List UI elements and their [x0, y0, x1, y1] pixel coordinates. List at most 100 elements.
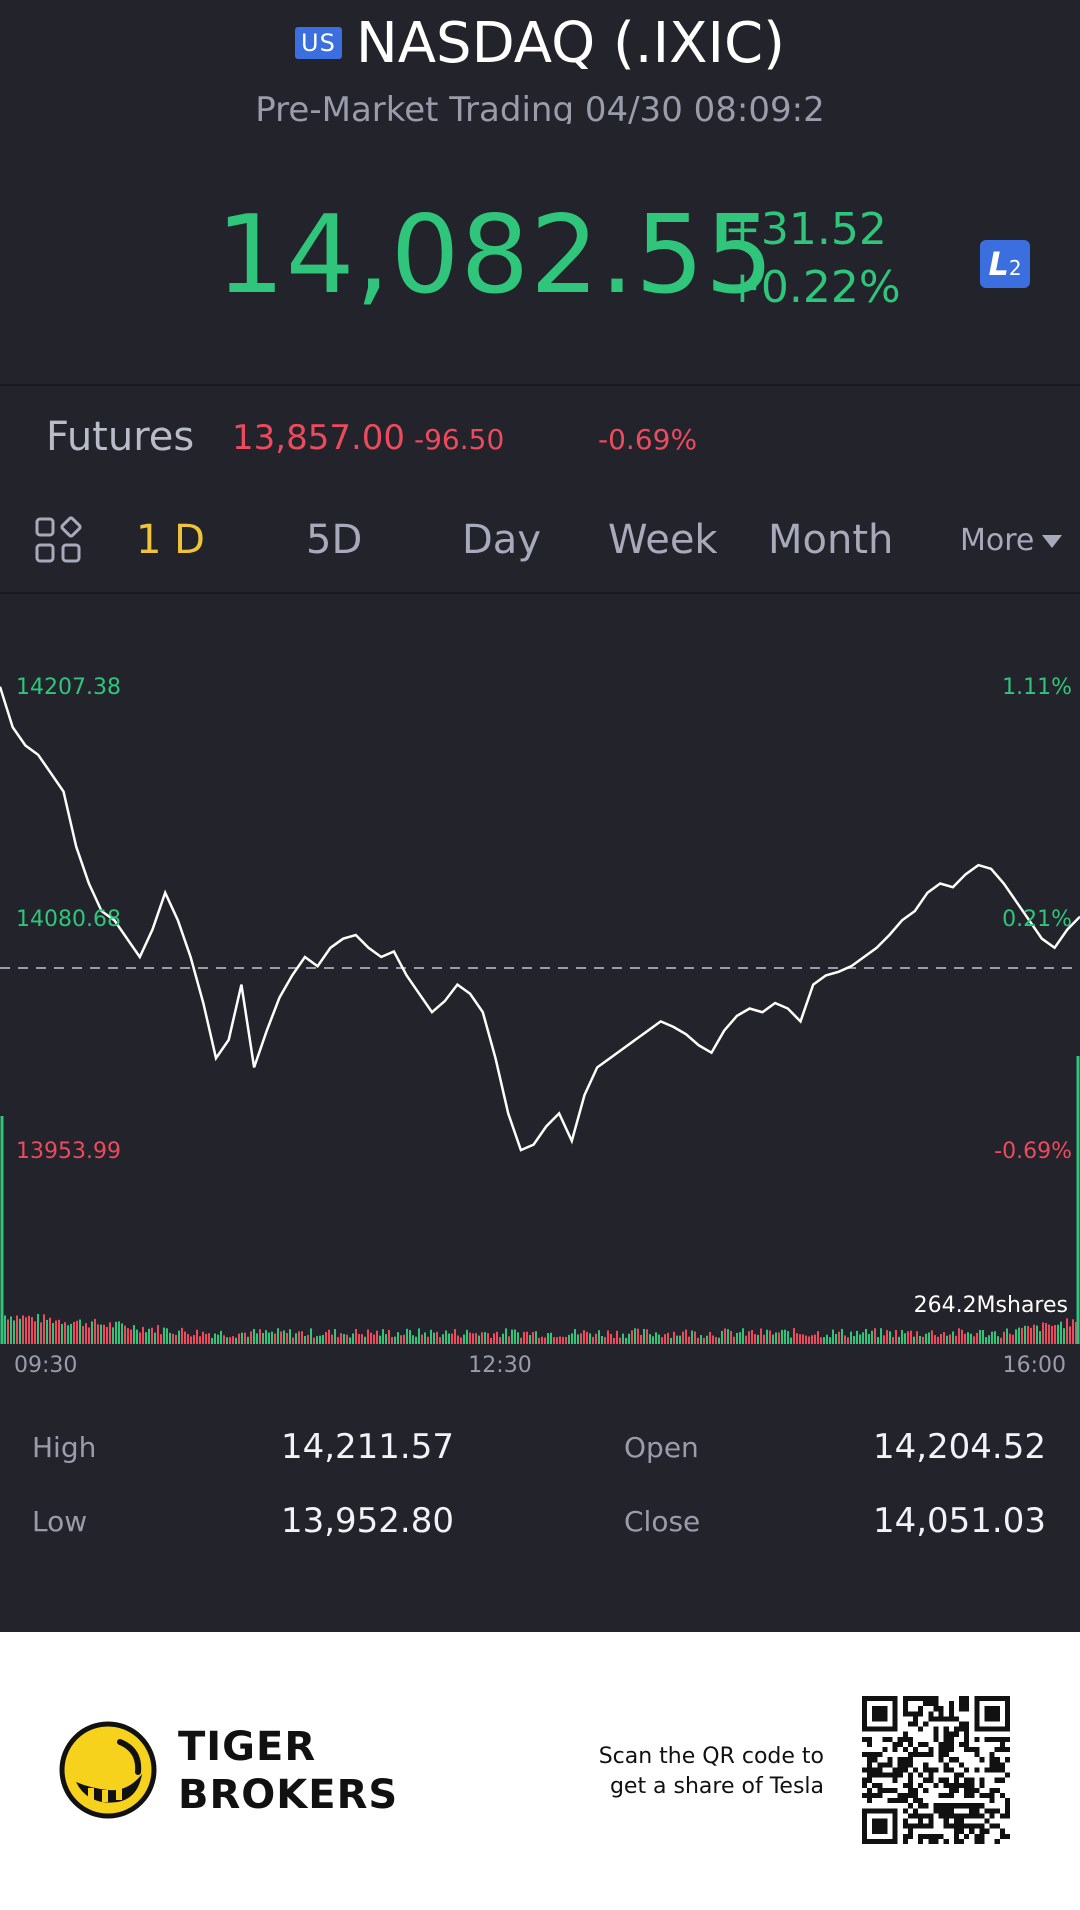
volume-bar [355, 1328, 357, 1344]
qr-module [923, 1767, 929, 1773]
volume-bar [22, 1315, 24, 1344]
qr-module [943, 1741, 949, 1748]
price-line [0, 686, 1080, 1152]
volume-bar [55, 1320, 57, 1344]
volume-bar [397, 1332, 399, 1344]
qr-module [938, 1711, 944, 1717]
volume-bar [1006, 1328, 1008, 1344]
tab-week[interactable]: Week [608, 517, 718, 563]
qr-module [928, 1767, 934, 1773]
qr-module [897, 1741, 903, 1748]
volume-bar [793, 1328, 795, 1344]
volume-bar [874, 1328, 876, 1344]
qr-module [923, 1762, 929, 1768]
volume-bar [412, 1335, 414, 1344]
volume-bar [811, 1335, 813, 1344]
volume-bar [676, 1335, 678, 1344]
volume-bar [202, 1331, 204, 1344]
volume-bar [724, 1328, 726, 1344]
volume-bar [34, 1321, 36, 1344]
volume-bar [409, 1330, 411, 1344]
volume-bar [937, 1336, 939, 1344]
qr-code-icon[interactable] [862, 1696, 1010, 1844]
volume-bar [190, 1336, 192, 1344]
volume-bar [580, 1333, 582, 1344]
qr-module [872, 1792, 878, 1799]
volume-bar [229, 1337, 231, 1344]
volume-bar [58, 1319, 60, 1344]
qr-module [928, 1747, 934, 1753]
volume-bar [589, 1333, 591, 1344]
volume-bar [100, 1324, 102, 1344]
grid-layout-icon[interactable] [34, 516, 82, 564]
volume-bar [739, 1332, 741, 1344]
volume-bar [685, 1329, 687, 1344]
brand-name-line2: BROKERS [178, 1772, 399, 1818]
volume-bar [979, 1329, 981, 1344]
volume-bar [808, 1336, 810, 1344]
qr-module [994, 1767, 1000, 1773]
volume-bar [595, 1333, 597, 1344]
intraday-chart[interactable]: 14207.38 14080.68 13953.99 1.11% 0.21% -… [0, 596, 1080, 1376]
volume-bar [1072, 1319, 1074, 1344]
qr-module [882, 1736, 888, 1742]
qr-module [964, 1706, 970, 1712]
qr-module [958, 1782, 965, 1788]
divider [0, 384, 1080, 386]
tab-5d[interactable]: 5D [306, 517, 363, 563]
volume-bar [997, 1336, 999, 1344]
volume-bar [262, 1333, 264, 1344]
qr-module [902, 1818, 908, 1824]
volume-bar [274, 1333, 276, 1344]
tab-day[interactable]: Day [462, 517, 541, 563]
volume-bar [661, 1337, 663, 1344]
qr-module [964, 1803, 970, 1809]
volume-bar [181, 1327, 183, 1344]
volume-bar [931, 1330, 933, 1344]
volume-bar [907, 1331, 909, 1344]
volume-bar [925, 1333, 927, 1344]
qr-module [872, 1782, 878, 1788]
qr-module [964, 1726, 970, 1732]
volume-bar [76, 1320, 78, 1344]
qr-module [964, 1833, 970, 1839]
volume-bar [334, 1329, 336, 1344]
volume-bar [520, 1337, 522, 1344]
more-dropdown[interactable]: More [960, 520, 1063, 562]
tab-1d[interactable]: 1 D [136, 517, 205, 563]
volume-bar [823, 1337, 825, 1344]
qr-module [918, 1726, 924, 1732]
volume-bar [781, 1329, 783, 1344]
volume-bar [658, 1334, 660, 1344]
qr-module [943, 1792, 949, 1799]
y-pct-low: -0.69% [994, 1139, 1072, 1164]
volume-bar [403, 1334, 405, 1344]
volume-bar [619, 1337, 621, 1344]
volume-bar [406, 1328, 408, 1344]
volume-bar [886, 1330, 888, 1344]
volume-bar [301, 1331, 303, 1344]
qr-module [913, 1813, 919, 1819]
volume-bar [436, 1331, 438, 1344]
volume-bar [163, 1327, 165, 1344]
tab-month[interactable]: Month [768, 517, 894, 563]
volume-bar [1054, 1325, 1056, 1344]
volume-bar [757, 1334, 759, 1344]
qr-module [913, 1767, 919, 1773]
qr-module [943, 1767, 949, 1773]
divider [0, 592, 1080, 594]
volume-bar [169, 1332, 171, 1344]
qr-module [902, 1838, 908, 1844]
volume-bar [700, 1335, 702, 1344]
qr-module [897, 1736, 903, 1742]
qr-module [938, 1833, 944, 1839]
volume-bar [553, 1337, 555, 1344]
x-label-mid: 12:30 [468, 1353, 531, 1376]
volume-bar [448, 1333, 450, 1344]
qr-module [999, 1813, 1005, 1819]
qr-module [953, 1833, 959, 1839]
volume-bar [310, 1328, 312, 1344]
qr-module [913, 1792, 919, 1799]
qr-module [933, 1767, 939, 1773]
